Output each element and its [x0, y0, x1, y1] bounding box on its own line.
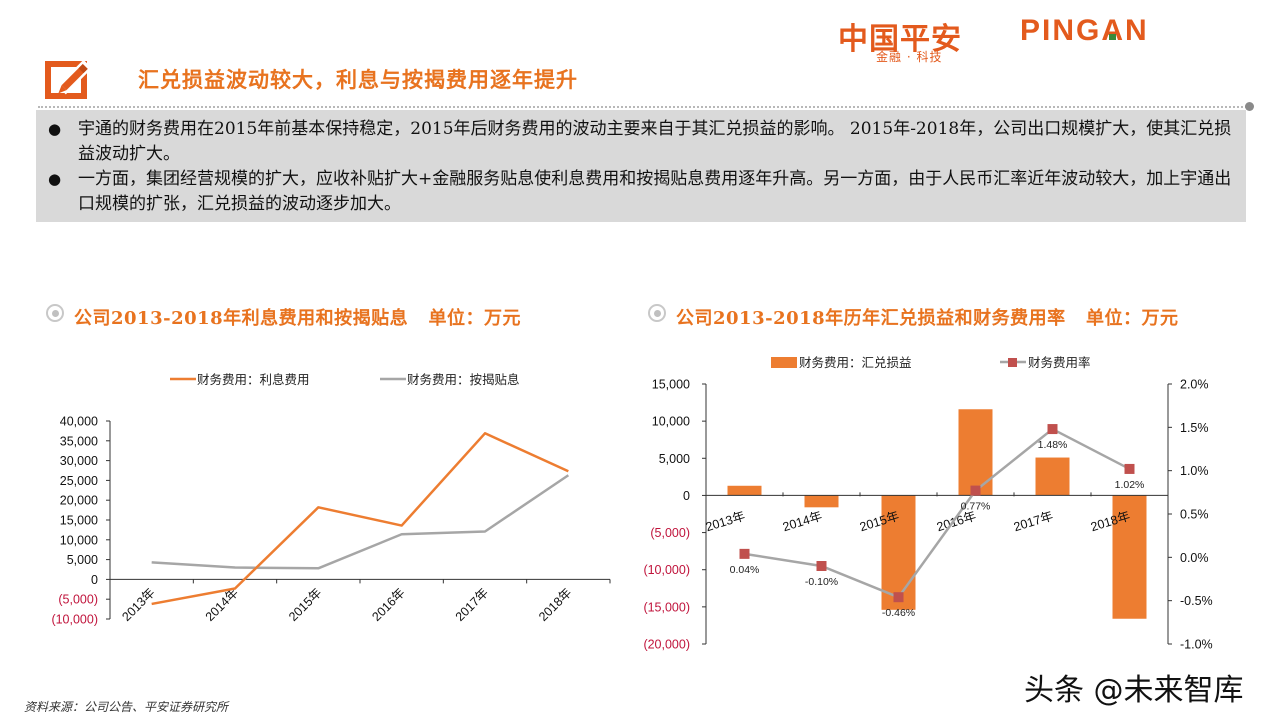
bar — [1035, 457, 1070, 496]
y-tick-label: (5,000) — [58, 593, 98, 607]
y-tick-label: (15,000) — [643, 600, 690, 614]
rate-marker — [816, 561, 827, 571]
y-tick-label: 40,000 — [60, 415, 98, 429]
y-tick-label: 15,000 — [60, 514, 98, 528]
rate-marker — [893, 592, 904, 603]
y2-tick-label: 1.0% — [1180, 464, 1209, 478]
y2-tick-label: 2.0% — [1180, 378, 1209, 392]
y-tick-label: 0 — [91, 573, 98, 587]
left-chart-title: 公司2013-2018年利息费用和按揭贴息 单位：万元 — [74, 308, 521, 329]
y-tick-label: 25,000 — [60, 474, 98, 488]
source-note: 资料来源：公司公告、平安证券研究所 — [24, 700, 229, 714]
pingan-logo: 中国平安 PINGA N 金融 · 科技 — [838, 12, 1208, 64]
summary-bullet: ● 宇通的财务费用在2015年前基本保持稳定，2015年后财务费用的波动主要来自… — [48, 117, 1234, 167]
y-tick-label: 35,000 — [60, 434, 98, 448]
x-tick-label: 2016年 — [369, 586, 407, 624]
interest-mortgage-line-chart: 财务费用：利息费用 财务费用：按揭贴息 40,000 35,000 30,000 25… — [51, 372, 611, 627]
y-axis-left: 15,000 10,000 5,000 0 (5,000) (10,000) (15,000… — [643, 378, 707, 652]
bar — [1112, 495, 1147, 619]
bullet-icon: ● — [48, 120, 62, 138]
legend-label-rate: 财务费用率 — [1028, 355, 1091, 370]
x-tick-label: 2017年 — [1012, 509, 1055, 534]
bar — [804, 495, 839, 508]
series-line — [151, 432, 569, 606]
radio-bullet-icon — [46, 304, 64, 322]
y-tick-label: (5,000) — [650, 526, 690, 540]
y-tick-label: 30,000 — [60, 454, 98, 468]
series-line — [151, 474, 570, 570]
summary-panel: ● 宇通的财务费用在2015年前基本保持稳定，2015年后财务费用的波动主要来自… — [36, 110, 1246, 222]
bar — [881, 495, 916, 610]
legend-swatch-fx — [771, 357, 797, 368]
legend-label-interest: 财务费用：利息费用 — [197, 372, 310, 387]
y2-tick-label: -0.5% — [1180, 594, 1213, 608]
legend-swatch-rate-marker — [1008, 358, 1017, 367]
plot-lines — [151, 432, 570, 606]
legend-label-mortgage: 财务费用：按揭贴息 — [407, 372, 520, 387]
radio-bullet-icon — [648, 304, 666, 322]
divider-end-dot — [1245, 102, 1254, 111]
rate-data-label: 1.02% — [1115, 479, 1145, 491]
rate-data-label: -0.46% — [882, 607, 915, 619]
y-axis-right: 2.0% 1.5% 1.0% 0.5% 0.0% -0.5% -1.0% — [1167, 378, 1213, 652]
rate-polyline — [744, 427, 1131, 599]
page-title: 汇兑损益波动较大，利息与按揭费用逐年提升 — [138, 67, 578, 92]
x-tick-label: 2016年 — [935, 509, 978, 534]
y2-tick-label: 1.5% — [1180, 421, 1209, 435]
rate-data-label: -0.10% — [805, 576, 838, 588]
legend-label-fx: 财务费用：汇兑损益 — [799, 355, 912, 370]
summary-bullet: ● 一方面，集团经营规模的扩大，应收补贴扩大+金融服务贴息使利息费用和按揭贴息费… — [48, 167, 1234, 217]
bullet-icon: ● — [48, 170, 62, 188]
y2-tick-label: 0.0% — [1180, 551, 1209, 565]
y-tick-label: (10,000) — [643, 563, 690, 577]
y-tick-label: 10,000 — [652, 415, 690, 429]
logo-tagline: 金融 · 科技 — [876, 50, 943, 64]
rate-data-label: 1.48% — [1038, 439, 1068, 451]
rate-marker — [1047, 424, 1058, 435]
rate-data-label: 0.77% — [961, 501, 991, 513]
title-divider — [38, 106, 1250, 108]
bar — [727, 485, 762, 496]
rate-line: 0.04% -0.10% -0.46% 0.77% 1.48% 1.02% — [730, 424, 1145, 619]
logo-en: PINGA N — [1020, 14, 1149, 47]
y-tick-label: 0 — [683, 489, 690, 503]
y-axis: 40,000 35,000 30,000 25,000 20,000 15,000 10,0… — [51, 415, 111, 627]
bar — [958, 409, 993, 496]
x-axis: 2013年 2014年 2015年 2016年 2017年 2018年 — [110, 578, 611, 624]
x-tick-label: 2014年 — [781, 509, 824, 534]
bullet-text: 一方面，集团经营规模的扩大，应收补贴扩大+金融服务贴息使利息费用和按揭贴息费用逐… — [78, 169, 1232, 214]
bullet-text: 宇通的财务费用在2015年前基本保持稳定，2015年后财务费用的波动主要来自于其… — [78, 119, 1232, 164]
y-tick-label: 10,000 — [60, 533, 98, 547]
y-tick-label: 5,000 — [67, 553, 98, 567]
y-tick-label: 5,000 — [659, 452, 690, 466]
x-tick-label: 2018年 — [536, 586, 574, 624]
logo-cn: 中国平安 — [838, 22, 962, 57]
rate-marker — [970, 485, 981, 496]
y2-tick-label: -1.0% — [1180, 638, 1213, 652]
y-tick-label: 20,000 — [60, 494, 98, 508]
rate-data-label: 0.04% — [730, 564, 760, 576]
y2-tick-label: 0.5% — [1180, 508, 1209, 522]
x-tick-label: 2015年 — [858, 509, 901, 534]
watermark: 头条 @未来智库 — [1024, 673, 1244, 708]
y-tick-label: 15,000 — [652, 378, 690, 392]
x-tick-label: 2013年 — [704, 509, 747, 534]
x-tick-label: 2015年 — [286, 586, 324, 624]
rate-marker — [1124, 463, 1135, 474]
right-chart-heading: 公司2013-2018年历年汇兑损益和财务费用率 单位：万元 — [648, 304, 1178, 330]
rate-marker — [739, 548, 750, 559]
y-tick-label: (20,000) — [643, 638, 690, 652]
y-tick-label: (10,000) — [51, 613, 98, 627]
left-chart-heading: 公司2013-2018年利息费用和按揭贴息 单位：万元 — [46, 304, 521, 330]
x-tick-label: 2018年 — [1089, 509, 1132, 534]
bars — [727, 409, 1147, 619]
edit-pencil-icon — [45, 59, 92, 99]
x-axis: 2013年 2014年 2015年 2016年 2017年 2018年 — [704, 492, 1168, 534]
right-chart-title: 公司2013-2018年历年汇兑损益和财务费用率 单位：万元 — [676, 308, 1179, 329]
x-tick-label: 2017年 — [453, 586, 491, 624]
